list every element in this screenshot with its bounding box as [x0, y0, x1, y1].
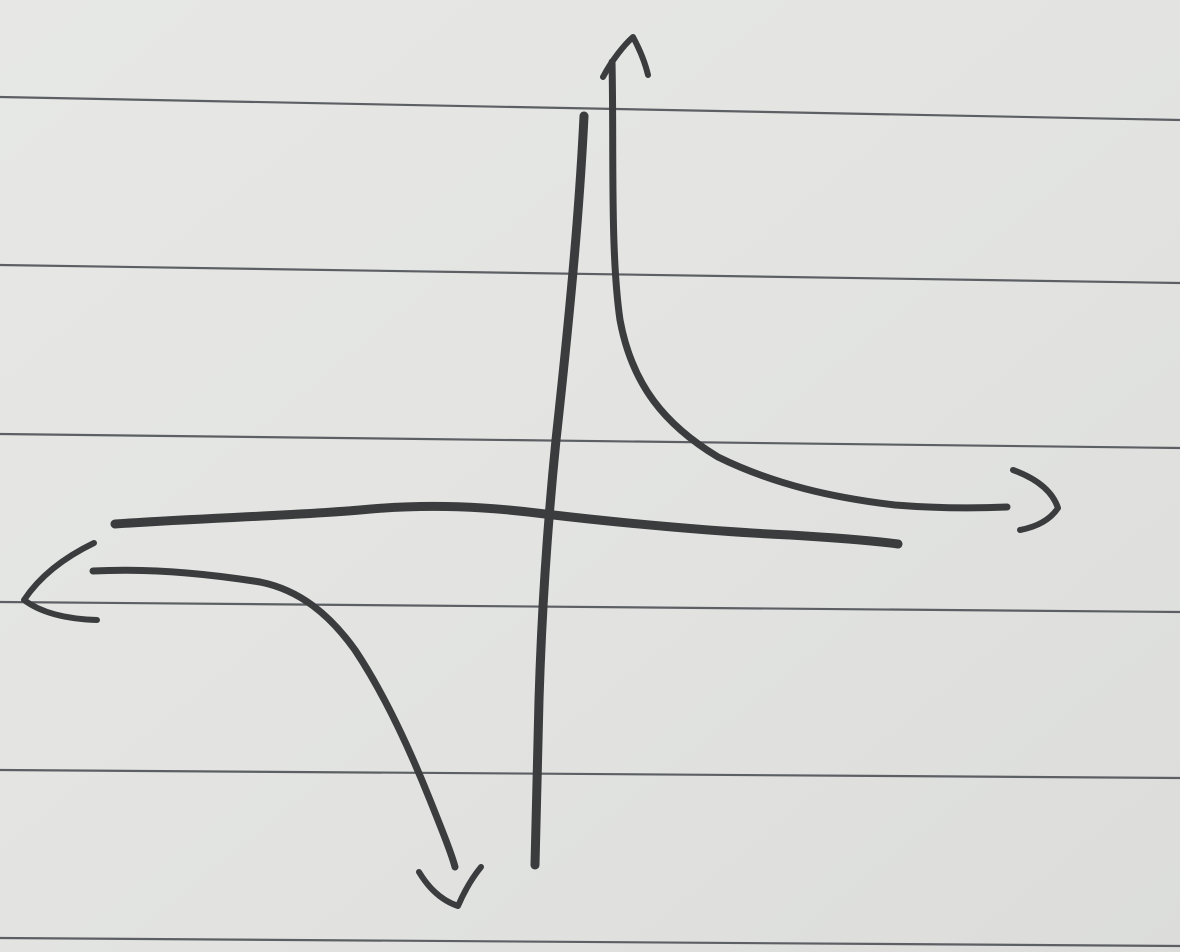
lower-left-branch — [89, 566, 459, 871]
ruled-line — [0, 263, 1180, 285]
ruled-line — [0, 432, 1180, 450]
ruled-line — [0, 768, 1180, 780]
arrow-up-icon — [600, 34, 651, 80]
ruled-lines — [0, 95, 1180, 948]
ruled-line — [0, 600, 1180, 614]
x-axis — [110, 501, 903, 549]
upper-right-branch — [608, 58, 1011, 512]
arrow-down-icon — [416, 864, 484, 909]
arrow-right-icon — [1010, 467, 1061, 533]
arrow-left-icon — [21, 540, 100, 623]
ruled-line — [0, 936, 1180, 948]
ruled-line — [0, 95, 1180, 122]
